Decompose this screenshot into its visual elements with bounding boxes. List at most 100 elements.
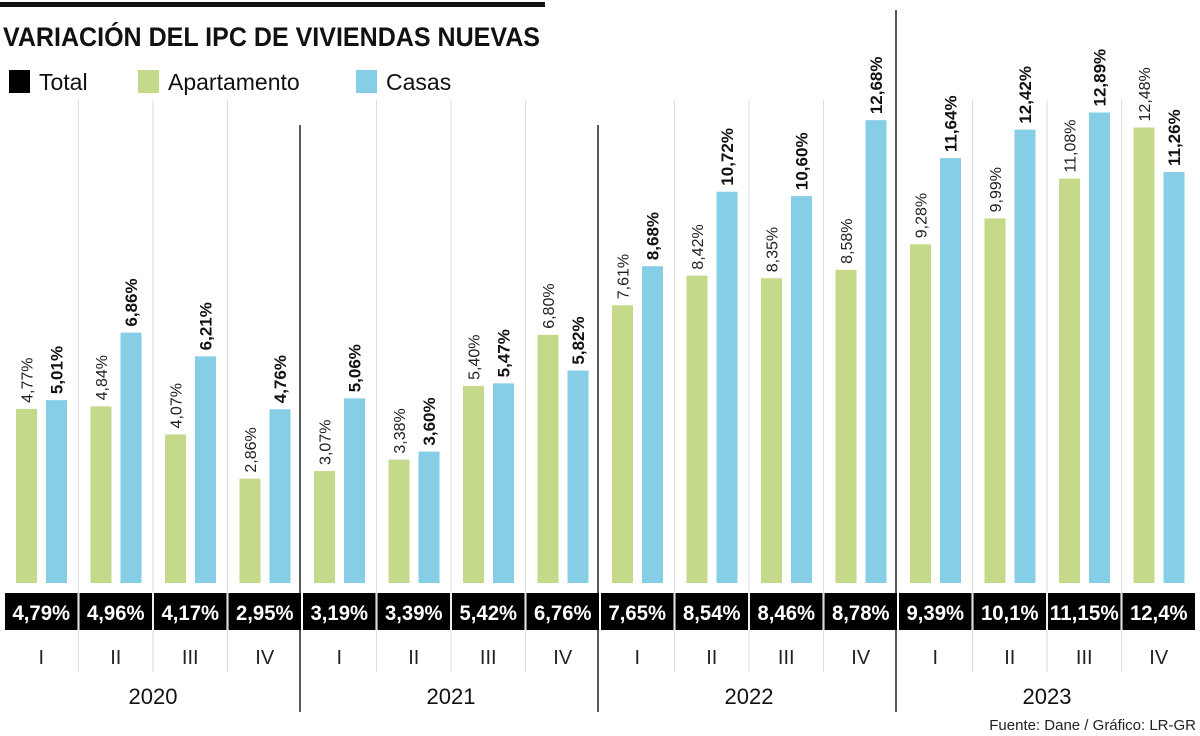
- label-casas: 4,76%: [271, 355, 290, 403]
- label-apartamento: 5,40%: [467, 335, 484, 380]
- year-label: 2021: [427, 684, 476, 709]
- label-casas: 6,21%: [197, 302, 216, 350]
- chart-title: VARIACIÓN DEL IPC DE VIVIENDAS NUEVAS: [3, 21, 540, 52]
- quarter-label: II: [706, 647, 717, 669]
- bar-casas: [642, 266, 663, 583]
- label-casas: 12,68%: [867, 57, 886, 115]
- year-label: 2022: [725, 684, 774, 709]
- bar-casas: [940, 158, 961, 583]
- total-box: [1122, 593, 1195, 630]
- bar-apartamento: [1133, 127, 1155, 583]
- legend-swatch-casas: [356, 70, 377, 93]
- bar-casas: [1014, 129, 1036, 584]
- label-apartamento: 9,28%: [914, 193, 931, 238]
- total-box: [452, 593, 525, 630]
- label-apartamento: 8,35%: [765, 227, 782, 272]
- total-label: 7,65%: [609, 602, 667, 625]
- label-apartamento: 8,42%: [690, 224, 707, 269]
- bar-casas: [418, 451, 440, 583]
- total-box: [526, 593, 599, 630]
- bar-apartamento: [16, 408, 37, 583]
- bar-apartamento: [537, 334, 559, 583]
- bar-casas: [269, 409, 291, 583]
- total-label: 8,54%: [683, 602, 741, 625]
- legend-label-apartamento: Apartamento: [168, 69, 300, 95]
- quarter-label: III: [182, 647, 199, 669]
- source-note: Fuente: Dane / Gráfico: LR-GR: [989, 717, 1196, 734]
- total-box: [675, 593, 748, 630]
- bar-apartamento: [910, 244, 931, 583]
- quarter-label: II: [408, 647, 419, 669]
- legend-swatch-total: [9, 70, 30, 93]
- label-casas: 5,82%: [569, 316, 588, 364]
- bar-casas: [46, 400, 67, 583]
- total-label: 3,19%: [311, 602, 369, 625]
- label-apartamento: 11,08%: [1063, 120, 1080, 173]
- quarter-label: IV: [255, 647, 275, 669]
- label-apartamento: 4,77%: [20, 358, 37, 403]
- quarter-label: I: [38, 647, 44, 669]
- bar-apartamento: [314, 470, 335, 583]
- quarter-label: IV: [851, 647, 871, 669]
- bar-casas: [493, 383, 514, 583]
- label-apartamento: 3,07%: [318, 420, 335, 465]
- label-casas: 10,60%: [793, 132, 812, 190]
- total-box: [1048, 593, 1121, 630]
- quarter-label: III: [778, 647, 795, 669]
- label-casas: 5,47%: [495, 329, 514, 377]
- label-apartamento: 3,38%: [392, 408, 409, 453]
- bar-casas: [791, 196, 812, 583]
- total-label: 4,96%: [87, 602, 145, 625]
- total-box: [377, 593, 450, 630]
- label-casas: 5,01%: [48, 346, 67, 394]
- label-apartamento: 2,86%: [243, 427, 260, 472]
- legend-label-total: Total: [39, 69, 88, 95]
- legend: Total Apartamento Casas: [9, 69, 451, 95]
- total-box: [601, 593, 674, 630]
- total-label: 2,95%: [236, 602, 294, 625]
- label-apartamento: 4,07%: [169, 383, 186, 428]
- total-label: 12,4%: [1130, 602, 1188, 625]
- quarter-label: IV: [1149, 647, 1169, 669]
- label-casas: 3,60%: [420, 397, 439, 445]
- total-label: 5,42%: [460, 602, 518, 625]
- total-label: 10,1%: [981, 602, 1039, 625]
- bar-casas: [865, 120, 887, 584]
- label-casas: 12,42%: [1016, 66, 1035, 124]
- bar-casas: [344, 398, 365, 583]
- quarter-label: III: [480, 647, 497, 669]
- total-label: 4,79%: [13, 602, 71, 625]
- label-casas: 10,72%: [718, 128, 737, 186]
- bar-casas: [1163, 172, 1185, 583]
- bar-apartamento: [761, 278, 782, 583]
- bar-casas: [716, 191, 738, 583]
- label-apartamento: 4,84%: [94, 355, 111, 400]
- bar-casas: [120, 332, 142, 583]
- total-label: 8,78%: [832, 602, 890, 625]
- total-box: [154, 593, 227, 630]
- total-box: [303, 593, 376, 630]
- bar-apartamento: [90, 406, 112, 583]
- bar-apartamento: [612, 305, 633, 583]
- total-label: 6,76%: [534, 602, 592, 625]
- label-casas: 11,26%: [1165, 109, 1184, 166]
- bars: 4,77% 5,01% 4,79% 4,84% 6,86% 4,96% 4,07% 6,21%…: [5, 49, 1195, 630]
- total-box: [750, 593, 823, 630]
- bar-apartamento: [388, 459, 410, 583]
- bar-apartamento: [835, 269, 857, 583]
- bar-casas: [195, 356, 216, 583]
- label-casas: 6,86%: [122, 278, 141, 326]
- total-box: [228, 593, 301, 630]
- bar-casas: [1089, 112, 1110, 583]
- label-apartamento: 7,61%: [616, 254, 633, 299]
- bar-apartamento: [984, 218, 1006, 584]
- year-label: 2020: [129, 684, 178, 709]
- quarter-label: I: [932, 647, 938, 669]
- legend-swatch-apartamento: [138, 70, 159, 93]
- bar-apartamento: [1059, 178, 1080, 583]
- total-box: [899, 593, 972, 630]
- total-box: [824, 593, 897, 630]
- year-label: 2023: [1023, 684, 1072, 709]
